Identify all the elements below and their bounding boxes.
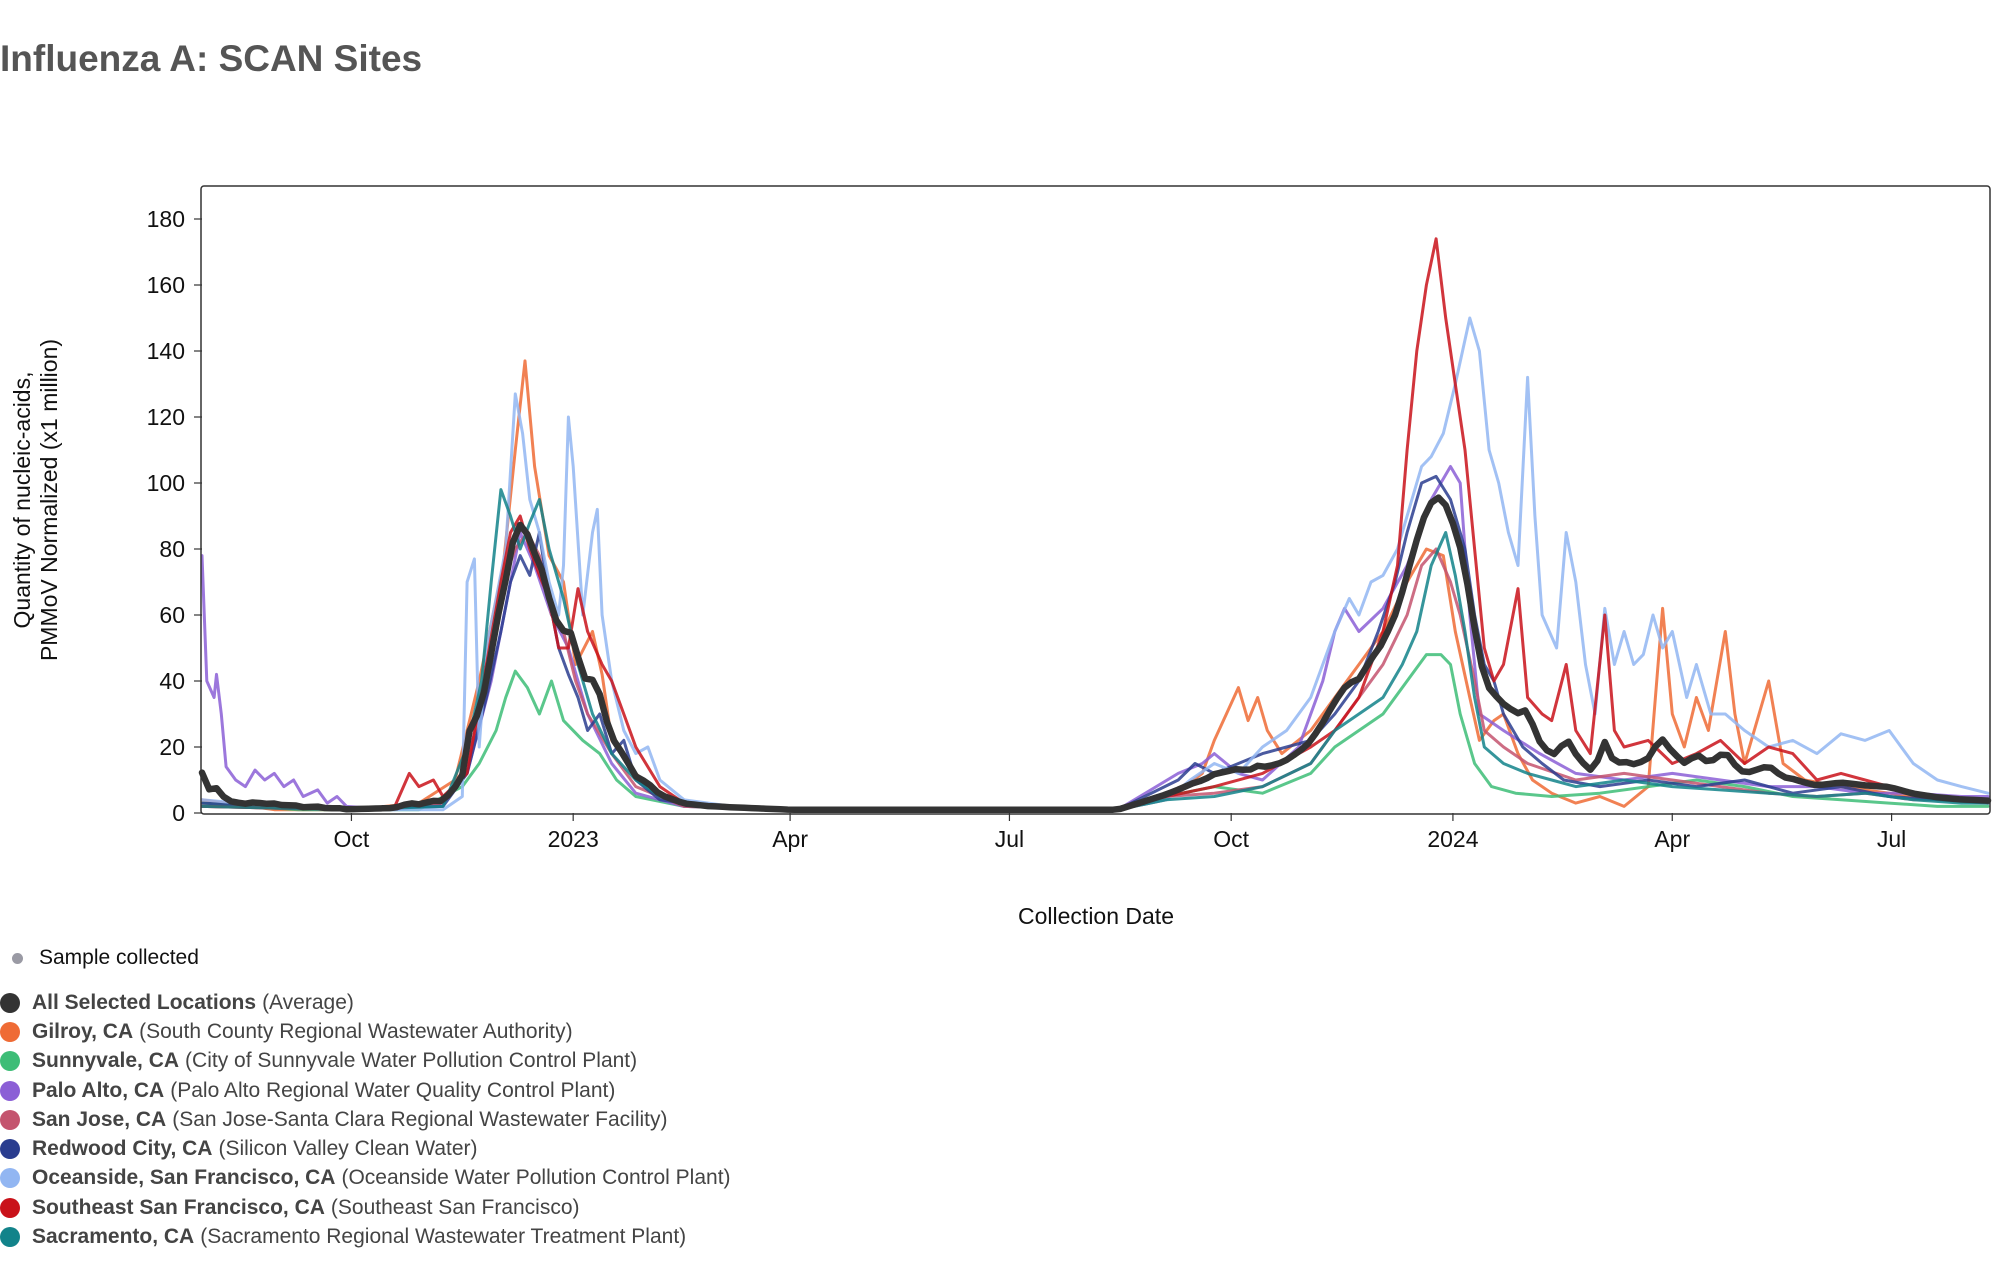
- legend-item-all-selected-locations[interactable]: All Selected Locations (Average): [0, 988, 731, 1017]
- y-tick-label: 80: [159, 536, 185, 562]
- legend-item-name: Sacramento, CA: [32, 1225, 195, 1249]
- legend-item-detail: (Palo Alto Regional Water Quality Contro…: [170, 1078, 616, 1102]
- y-axis-title-line-2: PMMoV Normalized (x1 million): [36, 339, 62, 661]
- sample-dot-icon: [12, 952, 23, 964]
- legend-item-detail: (Silicon Valley Clean Water): [218, 1137, 478, 1161]
- legend-swatch-icon: [0, 992, 20, 1013]
- legend-item-palo-alto-ca[interactable]: Palo Alto, CA (Palo Alto Regional Water Q…: [0, 1076, 731, 1105]
- legend-swatch-icon: [0, 1227, 20, 1248]
- y-tick-label: 160: [147, 272, 185, 298]
- y-tick-label: 20: [159, 734, 185, 760]
- legend-item-detail: (Southeast San Francisco): [330, 1195, 580, 1219]
- legend-item-detail: (Oceanside Water Pollution Control Plant…: [341, 1166, 731, 1190]
- legend-swatch-icon: [0, 1197, 20, 1218]
- legend-item-sacramento-ca[interactable]: Sacramento, CA (Sacramento Regional Waste…: [0, 1222, 731, 1251]
- x-axis-title: Collection Date: [1018, 903, 1174, 929]
- legend-sample-collected[interactable]: Sample collected: [0, 940, 731, 976]
- legend-item-redwood-city-ca[interactable]: Redwood City, CA (Silicon Valley Clean Wa…: [0, 1134, 731, 1163]
- legend-item-name: Palo Alto, CA: [32, 1078, 165, 1102]
- legend-items: All Selected Locations (Average) Gilroy, C…: [0, 988, 731, 1252]
- y-tick-label: 120: [147, 404, 185, 430]
- x-tick-label: Jul: [995, 826, 1024, 852]
- x-tick-label: Oct: [1213, 826, 1249, 852]
- x-tick-label: Apr: [1654, 826, 1690, 852]
- plot-frame: [200, 185, 1991, 815]
- x-tick-label: 2023: [548, 826, 599, 852]
- legend-item-name: San Jose, CA: [32, 1107, 167, 1131]
- legend-swatch-icon: [0, 1168, 20, 1189]
- x-tick-label: Jul: [1877, 826, 1906, 852]
- legend-item-name: All Selected Locations: [32, 990, 257, 1014]
- series-line-sacramento-ca[interactable]: [200, 488, 1990, 812]
- legend: Sample collected All Selected Locations(…: [0, 940, 731, 1252]
- y-tick-label: 140: [147, 338, 185, 364]
- y-axis: 0 20 40 60 80 100 120 140 160 180: [147, 206, 202, 826]
- y-tick-label: 180: [147, 206, 185, 232]
- page-title: Influenza A: SCAN Sites: [0, 38, 423, 79]
- plot-lines: [198, 237, 1992, 813]
- x-tick-label: Apr: [772, 826, 808, 852]
- legend-item-san-jose-ca[interactable]: San Jose, CA (San Jose-Santa Clara Region…: [0, 1105, 731, 1134]
- legend-item-detail: (City of Sunnyvale Water Pollution Contr…: [185, 1049, 638, 1073]
- legend-item-detail: (South County Regional Wastewater Author…: [139, 1019, 573, 1043]
- legend-item-sunnyvale-ca[interactable]: Sunnyvale, CA (City of Sunnyvale Water Po…: [0, 1047, 731, 1076]
- legend-swatch-icon: [0, 1139, 20, 1160]
- y-tick-label: 100: [147, 470, 185, 496]
- x-axis: Oct 2023 Apr Jul Oct 2024 Apr Jul: [334, 813, 1906, 852]
- legend-sample-label: Sample collected: [39, 946, 199, 969]
- legend-swatch-icon: [0, 1109, 20, 1130]
- legend-item-name: Redwood City, CA: [32, 1137, 213, 1161]
- legend-item-southeast-san-francisco-ca[interactable]: Southeast San Francisco, CA (Southeast Sa…: [0, 1193, 731, 1222]
- y-tick-label: 60: [159, 602, 185, 628]
- series-line-oceanside-san-francisco-ca[interactable]: [200, 316, 1990, 812]
- legend-item-detail: (San Jose-Santa Clara Regional Wastewate…: [172, 1107, 668, 1131]
- legend-item-name: Southeast San Francisco, CA: [32, 1195, 325, 1219]
- y-tick-label: 40: [159, 668, 185, 694]
- x-tick-label: Oct: [334, 826, 370, 852]
- y-tick-label: 0: [172, 800, 185, 826]
- legend-swatch-icon: [0, 1080, 20, 1101]
- legend-item-name: Sunnyvale, CA: [32, 1049, 180, 1073]
- y-axis-title-line-1: Quantity of nucleic-acids,: [9, 372, 35, 629]
- x-tick-label: 2024: [1427, 826, 1478, 852]
- legend-swatch-icon: [0, 1021, 20, 1042]
- legend-item-name: Oceanside, San Francisco, CA: [32, 1166, 336, 1190]
- legend-swatch-icon: [0, 1051, 20, 1072]
- series-line-average[interactable]: [198, 494, 1992, 813]
- legend-item-detail: (Sacramento Regional Wastewater Treatmen…: [200, 1225, 687, 1249]
- legend-item-oceanside-san-francisco-ca[interactable]: Oceanside, San Francisco, CA (Oceanside W…: [0, 1164, 731, 1193]
- series-line-sunnyvale-ca[interactable]: [200, 653, 1990, 812]
- legend-item-name: Gilroy, CA: [32, 1019, 134, 1043]
- legend-item-gilroy-ca[interactable]: Gilroy, CA (South County Regional Wastewa…: [0, 1017, 731, 1046]
- legend-item-detail: (Average): [262, 990, 354, 1014]
